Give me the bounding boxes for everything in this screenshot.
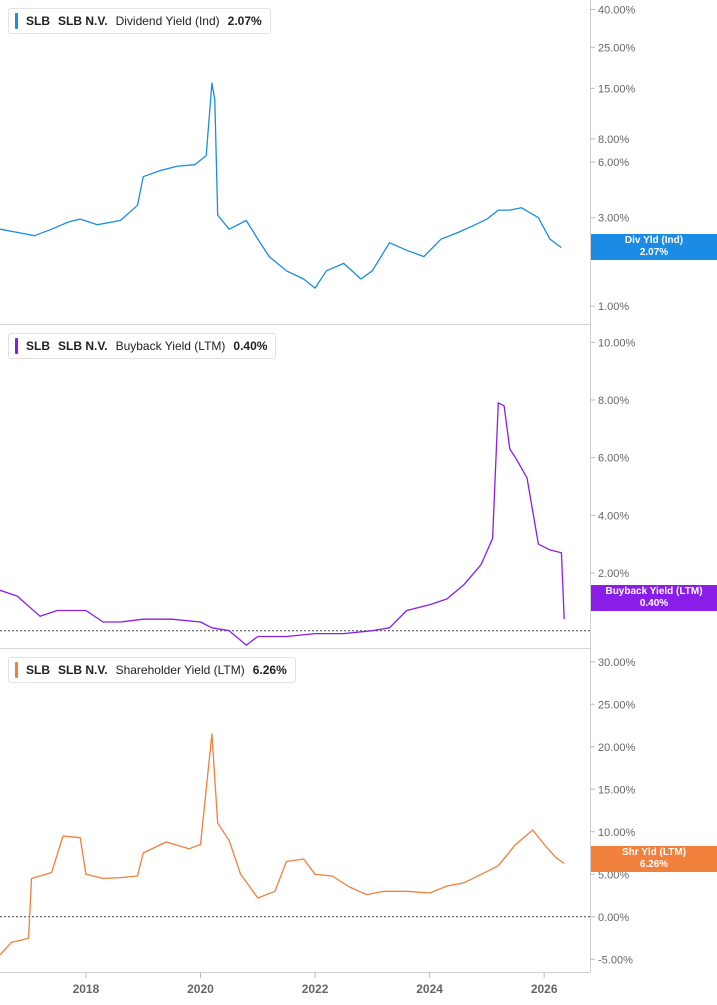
y-tick-label: 6.00% bbox=[598, 157, 629, 169]
last-value-tag-shareholder: Shr Yld (LTM) 6.26% bbox=[591, 846, 717, 872]
legend-company: SLB N.V. bbox=[58, 663, 108, 677]
tag-label: Buyback Yield (LTM) bbox=[605, 586, 703, 597]
y-tick-label: 15.00% bbox=[598, 83, 636, 95]
tag-value: 6.26% bbox=[639, 859, 669, 870]
legend-dividend-yield[interactable]: SLB SLB N.V. Dividend Yield (Ind) 2.07% bbox=[8, 8, 271, 34]
y-tick-label: 8.00% bbox=[598, 395, 629, 407]
legend-buyback-yield[interactable]: SLB SLB N.V. Buyback Yield (LTM) 0.40% bbox=[8, 333, 277, 359]
x-tick-label: 2020 bbox=[187, 982, 214, 996]
legend-value: 0.40% bbox=[233, 339, 268, 353]
series-color-swatch bbox=[15, 338, 18, 354]
last-value-tag-buyback: Buyback Yield (LTM) 0.40% bbox=[591, 585, 717, 611]
tag-value: 2.07% bbox=[639, 247, 669, 258]
y-tick-label: 15.00% bbox=[598, 784, 636, 796]
legend-company: SLB N.V. bbox=[58, 339, 108, 353]
y-tick-label: 5.00% bbox=[598, 869, 629, 881]
legend-ticker: SLB bbox=[26, 14, 50, 28]
y-tick-label: 8.00% bbox=[598, 134, 629, 146]
y-tick-label: 0.00% bbox=[598, 912, 629, 924]
legend-metric: Shareholder Yield (LTM) bbox=[115, 663, 245, 677]
legend-ticker: SLB bbox=[26, 663, 50, 677]
tag-label: Div Yld (Ind) bbox=[624, 235, 684, 246]
legend-company: SLB N.V. bbox=[58, 14, 108, 28]
legend-value: 2.07% bbox=[227, 14, 262, 28]
legend-value: 6.26% bbox=[252, 663, 287, 677]
legend-ticker: SLB bbox=[26, 339, 50, 353]
last-value-tag-dividend: Div Yld (Ind) 2.07% bbox=[591, 234, 717, 260]
series-color-swatch bbox=[15, 662, 18, 678]
y-tick-label: 30.00% bbox=[598, 657, 636, 669]
y-tick-label: 3.00% bbox=[598, 213, 629, 225]
y-tick-label: -5.00% bbox=[598, 954, 633, 966]
legend-shareholder-yield[interactable]: SLB SLB N.V. Shareholder Yield (LTM) 6.2… bbox=[8, 657, 296, 683]
series-color-swatch bbox=[15, 13, 18, 29]
y-tick-label: 4.00% bbox=[598, 510, 629, 522]
x-tick-label: 2026 bbox=[531, 982, 558, 996]
x-tick-label: 2022 bbox=[302, 982, 329, 996]
y-tick-label: 25.00% bbox=[598, 42, 636, 54]
legend-metric: Buyback Yield (LTM) bbox=[115, 339, 226, 353]
y-tick-label: 10.00% bbox=[598, 337, 636, 349]
y-tick-label: 6.00% bbox=[598, 453, 629, 465]
series-line bbox=[0, 402, 565, 646]
tag-value: 0.40% bbox=[639, 598, 669, 609]
y-tick-label: 25.00% bbox=[598, 699, 636, 711]
y-tick-label: 10.00% bbox=[598, 827, 636, 839]
series-line bbox=[0, 733, 565, 956]
legend-metric: Dividend Yield (Ind) bbox=[115, 14, 220, 28]
y-tick-label: 1.00% bbox=[598, 301, 629, 313]
y-tick-label: 40.00% bbox=[598, 4, 636, 16]
tag-label: Shr Yld (LTM) bbox=[621, 847, 687, 858]
x-tick-label: 2018 bbox=[73, 982, 100, 996]
series-line bbox=[0, 82, 562, 289]
y-tick-label: 20.00% bbox=[598, 742, 636, 754]
y-tick-label: 2.00% bbox=[598, 568, 629, 580]
x-tick-label: 2024 bbox=[416, 982, 443, 996]
